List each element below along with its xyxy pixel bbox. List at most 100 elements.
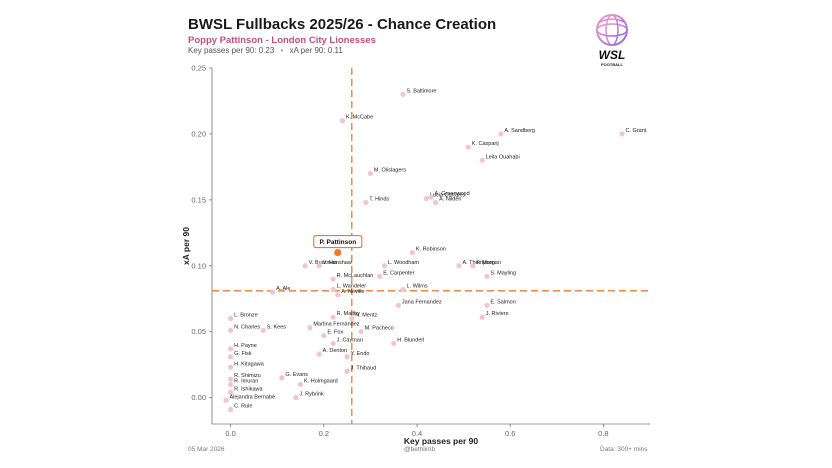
data-point	[260, 327, 266, 333]
point-label: H. Blundell	[397, 338, 424, 344]
footer-date: 05 Mar 2026	[188, 446, 225, 453]
point-label: L. Wilms	[407, 284, 428, 290]
data-point	[228, 327, 234, 333]
x-tick-label: 0.4	[412, 429, 422, 438]
data-point	[484, 273, 490, 279]
point-label: S. Baltimore	[407, 88, 437, 94]
data-point	[619, 131, 625, 137]
point-label: F. Morgan	[476, 260, 500, 266]
data-point	[293, 395, 299, 401]
point-label: A. Sandberg	[504, 128, 535, 134]
logo-subtext: FOOTBALL	[601, 62, 623, 67]
x-tick-label: 0.6	[505, 429, 515, 438]
point-label: S. Kees	[267, 324, 287, 330]
point-label: J. Thibaud	[351, 365, 377, 371]
data-point	[479, 314, 485, 320]
y-tick-label: 0.10	[191, 261, 206, 270]
data-point	[339, 118, 346, 124]
point-label: A. Denton	[323, 348, 347, 354]
data-point	[228, 389, 234, 395]
data-point	[228, 406, 234, 413]
player-stats: Key passes per 90: 0.23 • xA per 90: 0.1…	[188, 46, 343, 55]
highlight-point	[334, 248, 342, 257]
data-point	[279, 375, 285, 381]
point-label: J. Rybrink	[299, 392, 324, 398]
data-point	[363, 199, 369, 206]
player-subtitle: Poppy Pattinson - London City Lionesses	[188, 35, 376, 46]
point-label: K. McCabe	[346, 115, 373, 121]
data-point	[223, 397, 229, 403]
data-point	[400, 91, 406, 97]
key-passes-stat: Key passes per 90: 0.23	[188, 46, 275, 55]
data-point	[433, 199, 439, 206]
data-point	[228, 315, 234, 322]
data-point	[228, 381, 234, 388]
data-point	[330, 286, 336, 293]
point-label: A. Nildén	[439, 196, 461, 202]
point-label: J. Riviere	[486, 311, 509, 317]
point-label: L. Bronze	[234, 313, 258, 319]
data-point	[349, 315, 355, 322]
data-point	[297, 381, 304, 388]
x-axis-label: Key passes per 90	[404, 436, 478, 446]
point-label: K. Holmgaard	[304, 378, 338, 384]
data-point	[428, 194, 434, 200]
data-point	[409, 249, 415, 256]
highlight-label: P. Pattinson	[319, 239, 356, 246]
point-label: E. Salmon	[490, 299, 515, 305]
point-label: E. Fox	[327, 330, 343, 336]
data-point	[344, 368, 350, 374]
logo-wordmark: WSL	[599, 48, 626, 62]
data-point	[498, 131, 504, 137]
y-tick-label: 0.15	[191, 195, 206, 204]
point-label: Lucia Corrales	[430, 193, 466, 199]
data-point	[400, 286, 406, 293]
y-tick-label: 0.05	[191, 327, 206, 336]
data-point	[367, 170, 374, 177]
point-label: R. Shimizu	[234, 373, 261, 379]
data-point	[479, 157, 485, 163]
footer-note: Data: 300+ mins	[600, 446, 648, 453]
stat-separator: •	[280, 46, 284, 55]
point-label: J. Cayman	[337, 338, 363, 344]
data-point	[470, 263, 476, 269]
data-point	[330, 314, 336, 320]
data-point	[330, 340, 336, 347]
point-label: Martina Fernández	[313, 322, 359, 328]
data-point	[307, 325, 313, 331]
data-point	[228, 376, 234, 382]
point-label: N. Mentz	[355, 313, 377, 319]
data-point	[484, 302, 490, 308]
x-tick-label: 0.8	[598, 429, 608, 438]
data-point	[228, 364, 234, 370]
data-point	[316, 263, 322, 269]
point-label: R. Imuran	[234, 378, 258, 384]
data-point	[391, 340, 397, 347]
y-tick-label: 0.20	[191, 129, 206, 138]
point-label: M. Pacheco	[365, 326, 394, 332]
x-tick-label: 0.0	[225, 429, 235, 438]
point-label: Y. Endo	[351, 351, 370, 357]
data-point	[456, 263, 462, 269]
data-point	[228, 354, 234, 360]
data-point	[358, 329, 364, 335]
x-tick-label: 0.2	[319, 429, 329, 438]
point-label: Alejandra Bernabé	[229, 394, 275, 400]
y-tick-label: 0.25	[191, 64, 206, 73]
point-label: N. Charles	[234, 324, 260, 330]
highlight-label-box	[313, 235, 363, 249]
data-point	[381, 263, 388, 269]
data-point	[423, 195, 429, 202]
point-label: C. Rule	[234, 403, 252, 409]
point-label: A. Thompson	[462, 260, 495, 266]
point-label: H. Payne	[234, 343, 257, 349]
data-point	[269, 289, 276, 295]
point-label: V. Buurman	[309, 260, 338, 266]
point-label: C. Grant	[626, 128, 647, 134]
point-label: L. Wandeler	[337, 284, 367, 290]
point-label: G. Evans	[285, 372, 308, 378]
data-point	[377, 273, 383, 279]
point-label: L. Woodham	[388, 260, 420, 266]
point-label: K. Casparij	[472, 141, 499, 147]
